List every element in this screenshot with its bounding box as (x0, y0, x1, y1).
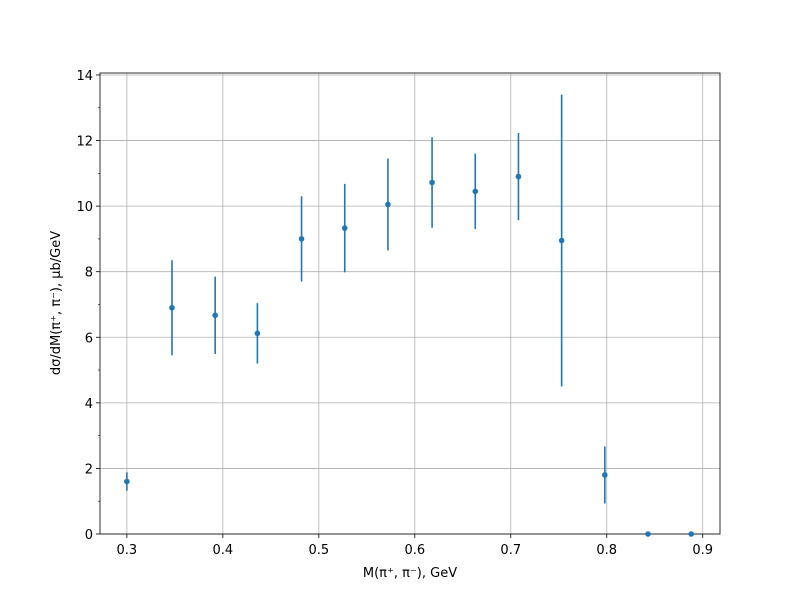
data-point (472, 188, 479, 195)
x-tick-label: 0.5 (308, 543, 329, 558)
data-point (429, 179, 435, 186)
data-point (688, 531, 695, 537)
y-axis-label: dσ/dM(π⁺, π⁻), μb/GeV (49, 231, 64, 375)
data-point (645, 531, 651, 537)
y-tick-label: 12 (76, 135, 93, 150)
data-point (124, 478, 130, 485)
data-point (298, 236, 305, 242)
x-tick-label: 0.3 (117, 543, 138, 558)
data-point (212, 312, 218, 319)
x-axis-label: M(π⁺, π⁻), GeV (363, 566, 457, 581)
x-tick-label: 0.4 (213, 543, 234, 558)
data-point (254, 330, 261, 337)
y-tick-label: 6 (85, 331, 93, 346)
data-point (558, 237, 565, 244)
x-tick-label: 0.8 (596, 543, 617, 558)
y-tick-label: 4 (85, 397, 93, 412)
x-tick-label: 0.7 (500, 543, 521, 558)
x-tick-label: 0.9 (692, 543, 713, 558)
data-point (169, 304, 175, 311)
data-point (515, 173, 522, 180)
data-point (341, 225, 348, 231)
y-tick-label: 8 (85, 266, 93, 281)
y-tick-label: 0 (85, 528, 93, 543)
y-tick-label: 14 (76, 69, 93, 84)
y-tick-label: 2 (85, 462, 93, 477)
data-point (602, 472, 608, 478)
y-tick-label: 10 (76, 200, 93, 215)
x-tick-label: 0.6 (404, 543, 425, 558)
data-point (385, 201, 391, 208)
plot-frame (99, 72, 721, 535)
